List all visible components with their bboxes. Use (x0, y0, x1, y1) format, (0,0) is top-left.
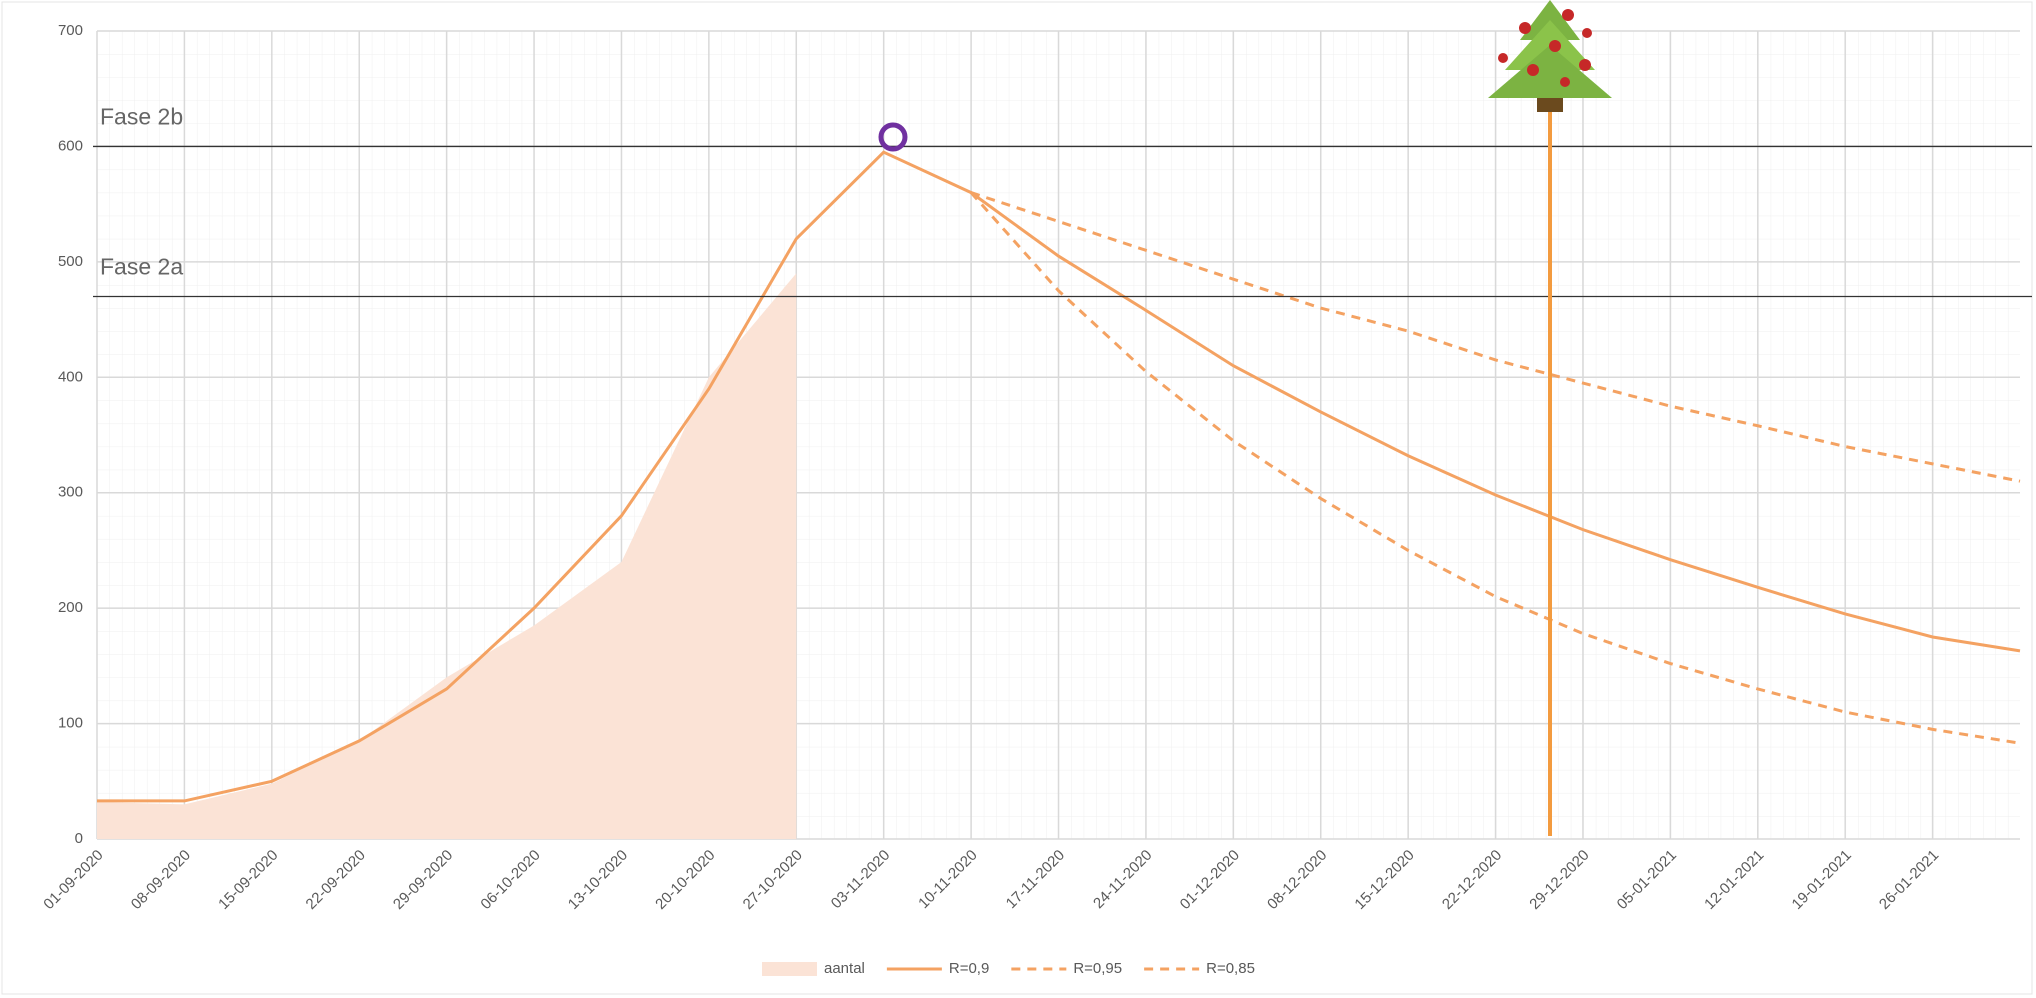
x-tick-label: 19-01-2021 (1789, 847, 1855, 913)
legend-label: R=0,85 (1206, 960, 1255, 977)
legend-label: R=0,95 (1073, 960, 1122, 977)
x-tick-label: 06-10-2020 (477, 847, 543, 913)
peak-marker (878, 122, 908, 152)
marks-layer: Fase 2b Fase 2a (93, 104, 2032, 839)
y-tick-label: 500 (58, 253, 83, 270)
x-tick-label: 01-09-2020 (40, 847, 106, 913)
legend-swatch (762, 962, 817, 976)
x-tick-label: 17-11-2020 (1003, 847, 1068, 912)
christmas-tree (1488, 0, 1612, 112)
x-tick-label: 27-10-2020 (740, 847, 806, 913)
x-tick-label: 12-01-2021 (1701, 847, 1767, 913)
y-tick-label: 300 (58, 484, 83, 501)
legend: aantal R=0,9 R=0,95 R=0,85 (762, 960, 1255, 977)
x-tick-label: 24-11-2020 (1090, 847, 1155, 912)
x-tick-label: 29-09-2020 (390, 847, 456, 913)
x-tick-label: 20-10-2020 (652, 847, 718, 913)
x-tick-label: 01-12-2020 (1177, 847, 1243, 913)
x-tick-label: 15-12-2020 (1351, 847, 1417, 913)
x-tick-label: 10-11-2020 (915, 847, 980, 912)
area (97, 273, 797, 839)
y-tick-label: 700 (58, 22, 83, 39)
reference-label: Fase 2b (100, 104, 183, 130)
x-tick-label: 22-09-2020 (303, 847, 369, 913)
x-tick-label: 05-01-2021 (1614, 847, 1680, 913)
line (970, 191, 2021, 483)
y-tick-label: 100 (58, 715, 83, 732)
y-tick-label: 200 (58, 599, 83, 616)
x-tick-label: 15-09-2020 (215, 847, 281, 913)
x-tick-label: 29-12-2020 (1526, 847, 1592, 913)
y-tick-label: 400 (58, 368, 83, 385)
y-tick-label: 600 (58, 137, 83, 154)
line (97, 150, 2021, 803)
x-tick-label: 08-12-2020 (1264, 847, 1330, 913)
x-tick-label: 13-10-2020 (565, 847, 631, 913)
x-tick-label: 22-12-2020 (1439, 847, 1505, 913)
legend-label: R=0,9 (949, 960, 989, 977)
y-tick-label: 0 (75, 830, 83, 847)
x-tick-label: 26-01-2021 (1876, 847, 1942, 913)
reference-label: Fase 2a (100, 254, 183, 280)
x-tick-label: 03-11-2020 (828, 847, 893, 912)
legend-label: aantal (824, 960, 865, 977)
x-tick-label: 08-09-2020 (128, 847, 194, 913)
